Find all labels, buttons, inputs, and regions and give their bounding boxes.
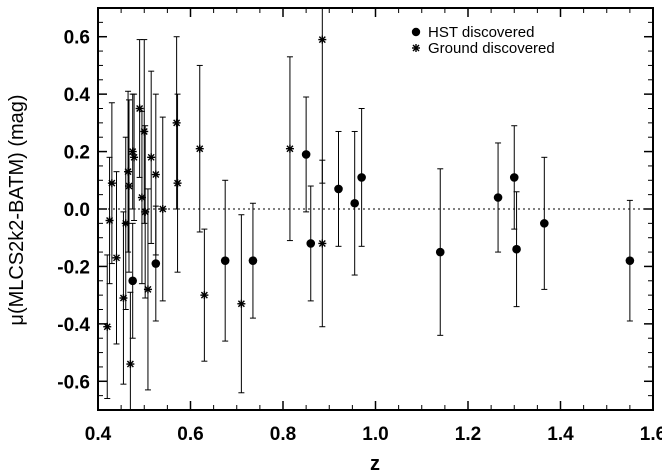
y-axis-title: μ(MLCS2k2-BATM) (mag): [6, 94, 28, 325]
y-tick-label: 0.0: [64, 200, 90, 221]
ground-point: [141, 207, 150, 216]
ground-point: [128, 147, 137, 156]
hst-point: [151, 259, 161, 268]
asterisk-stroke: [138, 194, 146, 202]
x-tick-label: 1.0: [362, 424, 388, 445]
ground-point: [137, 193, 146, 202]
asterisk-stroke: [196, 145, 204, 153]
y-tick-label: -0.4: [57, 315, 90, 336]
ground-point: [195, 144, 204, 153]
ground-point: [124, 167, 133, 176]
asterisk-stroke: [237, 300, 245, 308]
ground-error-bar: [127, 291, 134, 410]
ground-error-bar: [319, 8, 326, 184]
legend-ground-label: Ground discovered: [428, 40, 555, 57]
x-tick-label: 1.4: [547, 424, 574, 445]
ground-point: [173, 179, 182, 188]
markers: [103, 35, 635, 369]
ground-point: [172, 118, 181, 127]
hst-point: [301, 150, 311, 159]
asterisk-stroke: [124, 168, 132, 176]
ground-point: [147, 153, 156, 162]
asterisk-stroke: [126, 360, 134, 368]
y-tick-label: 0.2: [64, 143, 90, 164]
asterisk-stroke: [136, 105, 144, 112]
asterisk-stroke: [412, 44, 420, 52]
hst-point: [493, 193, 503, 202]
x-tick-label: 0.6: [177, 424, 203, 445]
asterisk-stroke: [119, 294, 127, 302]
asterisk-stroke: [200, 291, 208, 299]
asterisk-stroke: [147, 153, 155, 161]
asterisk-stroke: [159, 205, 167, 213]
y-tick-label: 0.4: [64, 85, 91, 106]
hst-point: [306, 239, 316, 248]
ground-point: [143, 285, 152, 294]
asterisk-stroke: [144, 285, 152, 293]
ground-point: [130, 153, 139, 162]
hst-point: [220, 256, 230, 265]
ground-point: [119, 294, 128, 303]
legend-hst-label: HST discovered: [428, 24, 534, 41]
y-tick-label: 0.6: [64, 28, 90, 49]
asterisk-stroke: [108, 179, 116, 187]
ground-point: [151, 170, 160, 179]
ground-point: [158, 205, 167, 213]
ground-point: [105, 216, 114, 225]
ground-point: [124, 182, 133, 191]
ground-point: [107, 179, 116, 188]
asterisk-stroke: [174, 179, 182, 187]
asterisk-stroke: [106, 216, 114, 224]
legend-hst-marker: [411, 27, 421, 37]
asterisk-stroke: [318, 239, 326, 247]
ground-point: [237, 299, 246, 308]
ground-point: [318, 35, 327, 44]
ground-point: [135, 104, 144, 113]
hst-point: [128, 276, 137, 286]
hst-point: [334, 184, 343, 194]
asterisk-stroke: [152, 171, 160, 179]
hst-point: [625, 256, 635, 265]
hst-point: [248, 256, 258, 265]
ground-point: [126, 360, 135, 369]
ground-point: [285, 144, 294, 153]
asterisk-stroke: [140, 127, 148, 135]
x-ticks: 0.4 0.6 0.8 1.0 1.2 1.4 1.6: [85, 8, 662, 445]
x-tick-label: 1.2: [455, 424, 481, 445]
asterisk-stroke: [286, 145, 294, 153]
ground-point: [121, 219, 130, 228]
hst-point: [509, 173, 519, 182]
y-tick-label: -0.6: [57, 372, 90, 393]
hst-point: [512, 244, 521, 254]
legend: HST discovered Ground discovered: [411, 24, 555, 57]
hst-point: [350, 198, 359, 208]
hst-point: [435, 247, 445, 257]
asterisk-stroke: [173, 119, 181, 127]
legend-ground-marker: [412, 44, 420, 52]
x-tick-label: 1.6: [640, 424, 662, 445]
asterisk-stroke: [130, 153, 138, 161]
ground-point: [103, 322, 112, 331]
x-tick-label: 0.8: [270, 424, 296, 445]
y-ticks: -0.6 -0.4 -0.2 0.0 0.2 0.4 0.6: [57, 7, 653, 411]
x-axis-title: z: [370, 453, 380, 472]
hst-point: [357, 173, 366, 182]
ground-point: [318, 239, 327, 248]
hst-point: [540, 219, 549, 228]
ground-point: [112, 253, 121, 262]
y-tick-label: -0.2: [57, 257, 90, 278]
ground-point: [140, 127, 149, 136]
x-tick-label: 0.4: [85, 424, 112, 445]
asterisk-stroke: [125, 182, 133, 190]
ground-point: [200, 291, 209, 300]
asterisk-stroke: [141, 208, 149, 216]
asterisk-stroke: [129, 148, 137, 156]
asterisk-stroke: [103, 323, 111, 331]
asterisk-stroke: [318, 36, 326, 44]
asterisk-stroke: [122, 219, 130, 227]
asterisk-stroke: [113, 254, 120, 262]
legend-asterisk: [412, 44, 420, 52]
